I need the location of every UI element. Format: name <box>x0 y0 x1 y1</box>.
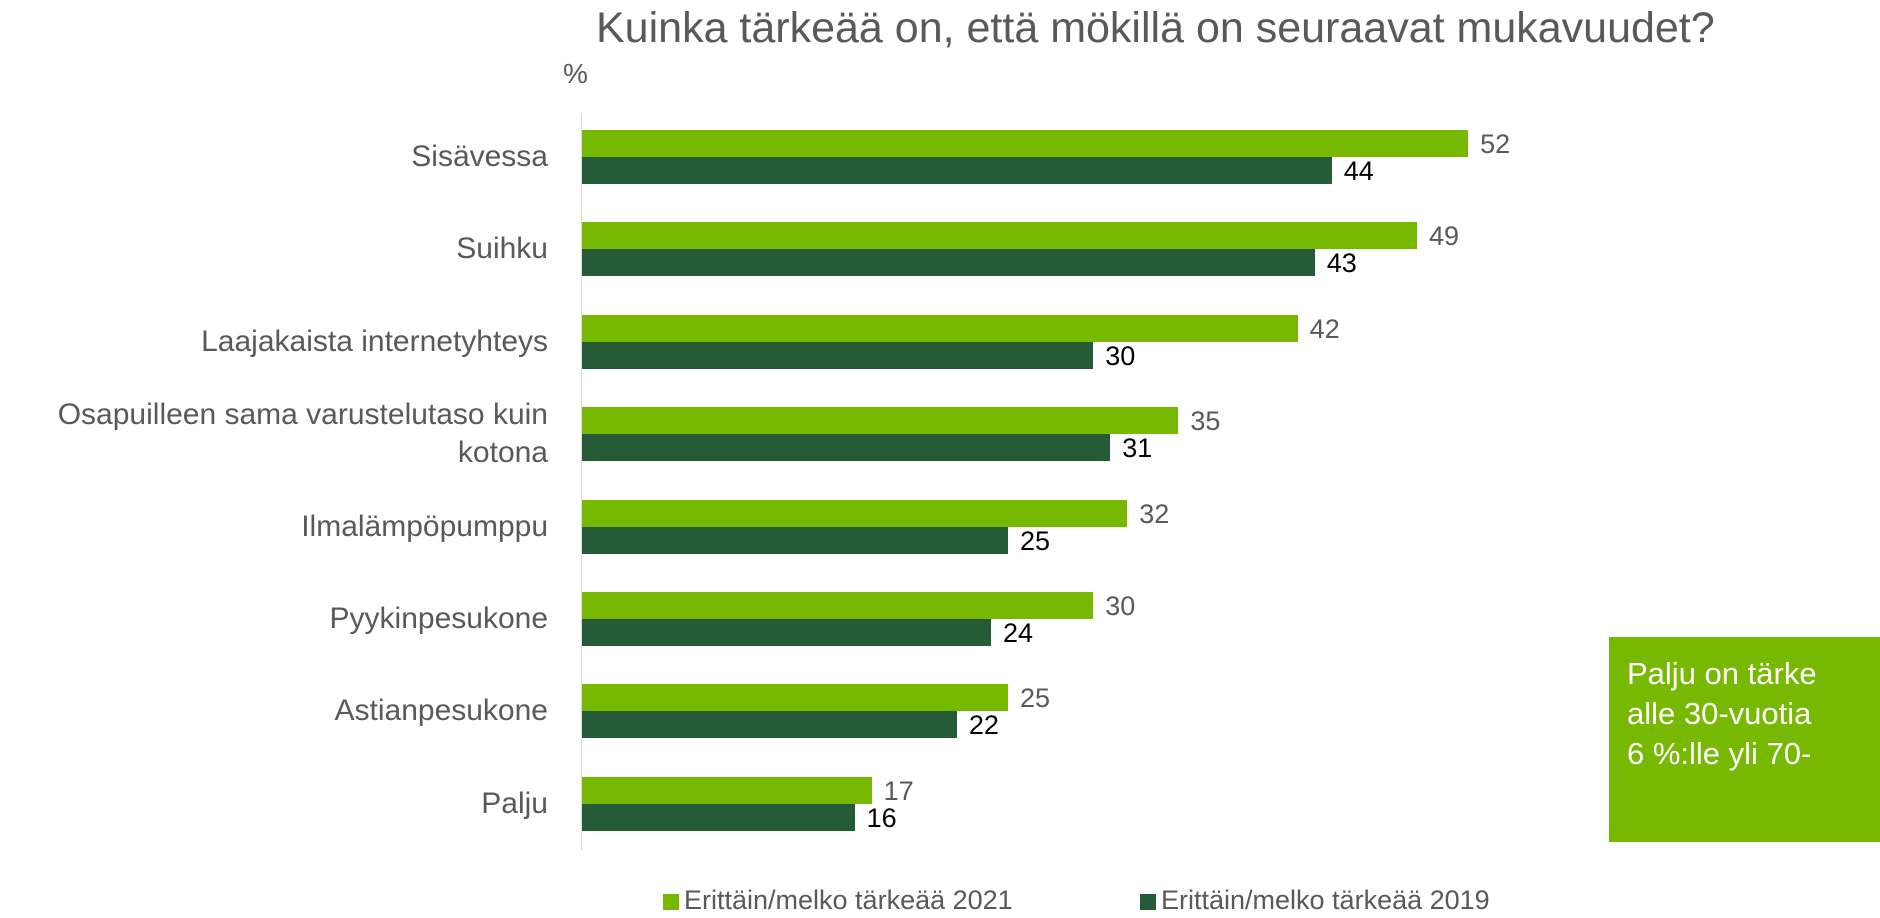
bar <box>582 341 1094 369</box>
bar <box>582 130 1469 157</box>
bar <box>582 314 1298 342</box>
category-label: Pyykinpesukone <box>329 602 548 635</box>
bar <box>582 592 1094 619</box>
category-label: Sisävessa <box>411 140 548 173</box>
value-label: 52 <box>1480 129 1511 159</box>
bar <box>582 157 1332 184</box>
bar <box>582 407 1179 435</box>
category-label: Astianpesukone <box>334 694 549 728</box>
value-label: 43 <box>1326 248 1357 279</box>
annotation-box: Palju on tärke alle 30-vuotia 6 %:lle yli … <box>1609 637 1880 842</box>
value-label: 16 <box>866 802 897 833</box>
unit-label: % <box>563 58 588 89</box>
value-label: 30 <box>1105 591 1136 621</box>
bar <box>582 526 1008 554</box>
value-label: 22 <box>968 710 999 741</box>
bar <box>582 776 872 804</box>
value-label: 25 <box>1020 525 1051 556</box>
value-label: 31 <box>1122 433 1153 464</box>
legend-label: Erittäin/melko tärkeää 2019 <box>1161 885 1490 915</box>
value-label: 24 <box>1002 618 1033 648</box>
bar <box>582 684 1008 712</box>
category-label: Osapuilleen sama varustelutaso kuin koto… <box>57 398 548 470</box>
category-label: Ilmalämpöpumppu <box>301 509 548 543</box>
bar <box>582 222 1417 250</box>
bar <box>582 499 1128 527</box>
legend-swatch <box>663 894 679 910</box>
value-label: 30 <box>1105 340 1136 371</box>
value-label: 44 <box>1343 156 1374 186</box>
annotation-line: Palju on tärke <box>1627 656 1817 691</box>
category-label: Palju <box>481 786 548 820</box>
bar <box>582 619 991 646</box>
category-label: Suihku <box>456 232 548 266</box>
value-label: 35 <box>1190 406 1221 437</box>
value-label: 17 <box>883 775 914 806</box>
bar <box>582 711 957 739</box>
bar <box>582 434 1111 462</box>
category-axis <box>581 114 582 850</box>
bar <box>582 249 1315 277</box>
value-label: 32 <box>1139 498 1170 529</box>
chart-title: Kuinka tärkeää on, että mökillä on seura… <box>596 4 1715 52</box>
legend-swatch <box>1140 894 1156 910</box>
annotation-line: 6 %:lle yli 70- <box>1627 736 1812 771</box>
annotation-line: alle 30-vuotia <box>1627 696 1812 731</box>
category-label: Laajakaista internetyhteys <box>201 324 548 358</box>
value-label: 49 <box>1428 221 1459 252</box>
bar <box>582 803 855 831</box>
value-label: 42 <box>1309 313 1340 344</box>
value-label: 25 <box>1020 683 1051 714</box>
legend-label: Erittäin/melko tärkeää 2021 <box>684 885 1013 915</box>
